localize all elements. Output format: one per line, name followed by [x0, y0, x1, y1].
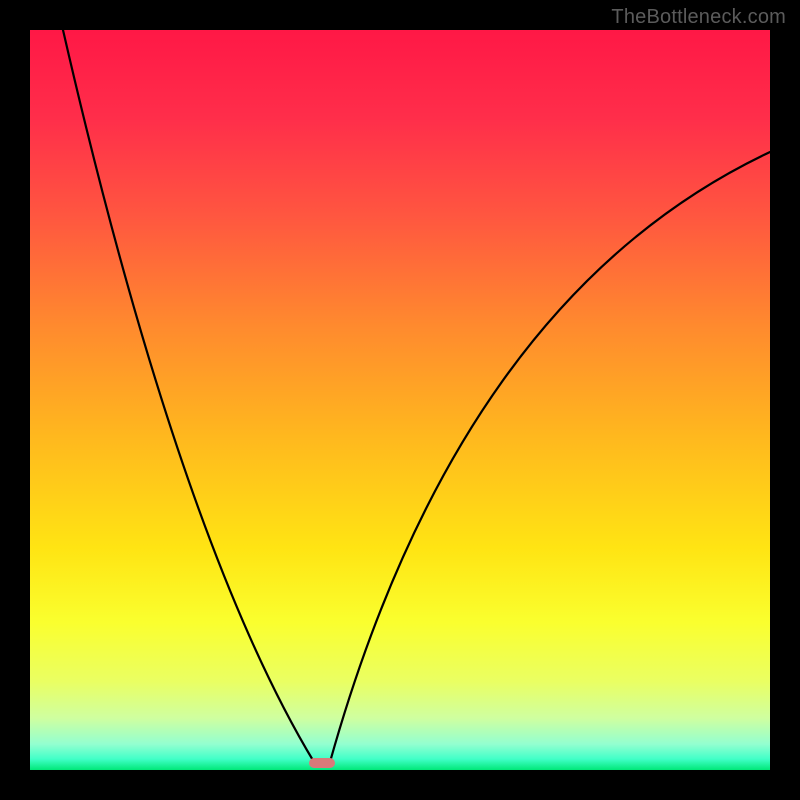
watermark-text: TheBottleneck.com [611, 6, 786, 29]
curve-layer [30, 30, 770, 770]
bottleneck-curve-right [330, 152, 770, 762]
optimal-marker [309, 758, 335, 768]
bottleneck-curve-left [63, 30, 314, 762]
plot-area [30, 30, 770, 770]
